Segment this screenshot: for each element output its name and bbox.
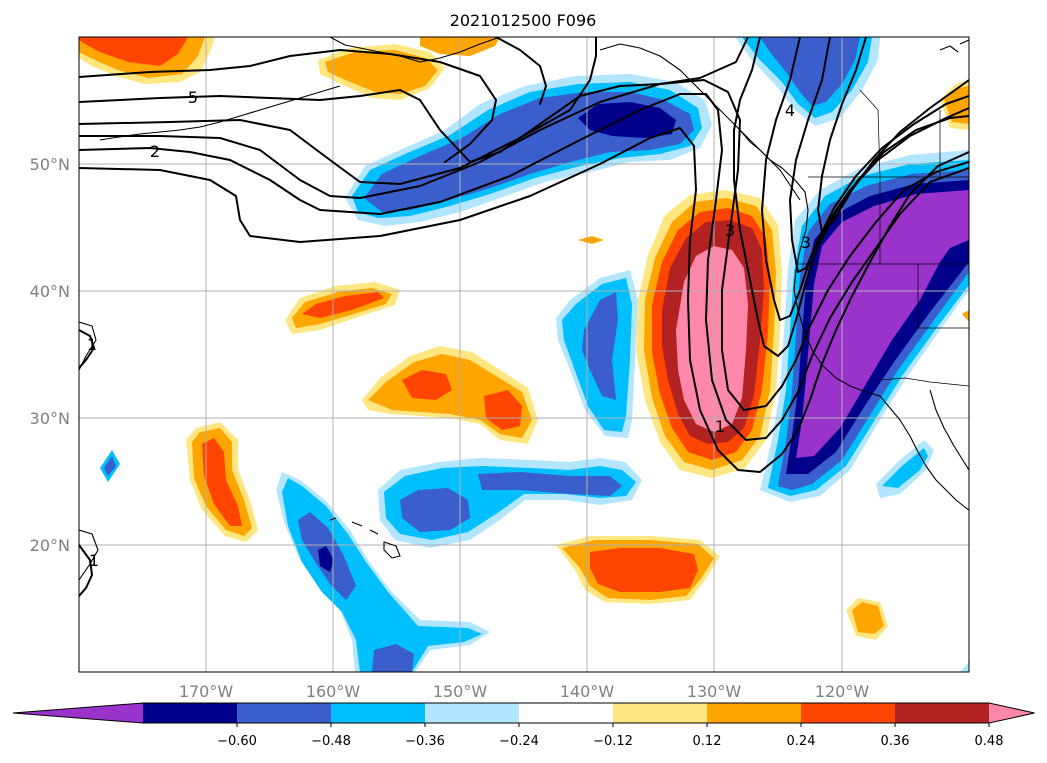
latitude-labels: 20°N 30°N 40°N 50°N [30, 155, 70, 555]
positive-anomaly-nw-corner-max [79, 37, 188, 66]
colorbar-tick-label: −0.60 [217, 734, 257, 749]
negative-anomaly-subtropic-band-strong [400, 488, 470, 532]
coastline-island-sw [79, 321, 97, 371]
coastline-alaska [329, 37, 501, 63]
colorbar-segment [331, 703, 426, 723]
negative-anomaly-small-170w-core [104, 456, 116, 476]
contour-label-3-east: 3 [801, 233, 811, 252]
lon-label-120w: 120°W [815, 682, 870, 701]
contour-line-6 [79, 49, 497, 163]
coastline-gulf-california [929, 389, 969, 471]
lon-label-150w: 150°W [433, 682, 488, 701]
contour-line-3 [79, 79, 969, 411]
contour-label-1-sw-2: 1 [89, 551, 99, 570]
map-plot-area: 5 2 3 1 4 3 1 1 [79, 37, 969, 672]
positive-anomaly-150w-33n-core-2 [484, 390, 522, 430]
positive-anomaly-small-120w-core [852, 602, 884, 634]
coastline-bc-islands [739, 129, 809, 211]
contour-line-12 [79, 544, 93, 597]
colorbar-segment [519, 703, 614, 723]
lon-label-170w: 170°W [179, 682, 234, 701]
colorbar-tick-label: −0.24 [499, 734, 539, 749]
coastline-baja [879, 395, 969, 511]
contour-line-8 [733, 37, 969, 357]
coastline-hawaii [329, 517, 401, 559]
colorbar-segment [801, 703, 896, 723]
colorbar-segment [143, 703, 238, 723]
positive-anomaly-small-ne-corner-core [944, 86, 969, 124]
positive-anomaly-170w-27n-core [202, 438, 242, 526]
longitude-labels: 170°W 160°W 150°W 140°W 130°W 120°W [179, 682, 870, 701]
colorbar-segment [613, 703, 708, 723]
contour-label-3-west: 3 [725, 221, 735, 240]
colorbar-extend-high [989, 703, 1035, 723]
positive-anomaly-160w-40n-max [302, 292, 384, 318]
contour-line-7 [495, 37, 547, 105]
map-title: 2021012500 F096 [450, 11, 597, 30]
lon-label-130w: 130°W [687, 682, 742, 701]
colorbar-tick-label: 0.48 [975, 734, 1004, 749]
coastline-us-west [793, 209, 881, 397]
positive-anomaly-central-core [676, 246, 748, 432]
lat-label-40n: 40°N [30, 282, 70, 301]
colorbar-extend-low [13, 703, 143, 723]
contour-label-5: 5 [188, 88, 198, 107]
colorbar-tick-label: −0.48 [311, 734, 351, 749]
contour-label-2: 2 [150, 142, 160, 161]
colorbar-tick-label: −0.12 [593, 734, 633, 749]
positive-anomaly-alaska-core [325, 50, 438, 94]
colorbar-outline [12, 702, 1035, 724]
colorbar-tick-label: 0.24 [787, 734, 816, 749]
colorbar-tick-label: 0.36 [881, 734, 910, 749]
negative-anomaly-westcoast-core [796, 190, 969, 458]
negative-anomaly-hawaii-column-core [318, 546, 334, 572]
negative-anomaly-hawaii-column-moderate [282, 478, 482, 672]
coastline-ne-small [939, 39, 969, 53]
contour-label-1-sw: 1 [87, 335, 97, 354]
negative-anomaly-subtropic-band-strong-2 [478, 472, 622, 496]
colorbar-segment [895, 703, 990, 723]
contour-lines [79, 37, 969, 597]
negative-anomaly-small-se-corner [960, 662, 969, 672]
contour-line-10 [789, 37, 969, 273]
lat-label-20n: 20°N [30, 536, 70, 555]
positive-anomaly-subtropic-east-core [590, 548, 698, 592]
map-gridlines [79, 37, 969, 672]
contour-label-4: 4 [785, 101, 795, 120]
contour-label-1-east: 1 [715, 417, 725, 436]
contour-line-11 [817, 37, 969, 233]
contour-line-1 [79, 127, 969, 473]
contour-line-9 [761, 37, 969, 321]
negative-anomaly-140w-strong [582, 292, 618, 400]
lon-label-160w: 160°W [306, 682, 361, 701]
contour-label-group: 5 2 3 1 4 3 1 1 [87, 88, 811, 570]
colorbar-tick-label: 0.12 [693, 734, 722, 749]
negative-anomaly-hawaii-column-strong-2 [372, 644, 414, 672]
contour-line-4 [79, 37, 597, 185]
map-frame [78, 36, 970, 673]
border-us-mexico [879, 377, 969, 387]
negative-anomaly-small-baja-core [882, 448, 928, 488]
colorbar-segment [707, 703, 802, 723]
lon-label-140w: 140°W [560, 682, 615, 701]
coastline-island-sw-2 [79, 529, 99, 581]
colorbar-segment [425, 703, 520, 723]
colorbar: −0.60 −0.48 −0.36 −0.24 −0.12 0.12 0.24 0.36 0.4… [12, 702, 1035, 749]
colorbar-segment [237, 703, 332, 723]
negative-anomaly-panhandle-strong [760, 37, 860, 106]
colorbar-tick-label: −0.36 [405, 734, 445, 749]
positive-anomaly-150w-33n-core [402, 370, 452, 400]
positive-anomaly-small-140w [578, 236, 604, 244]
coastline-alaska-gulf [599, 43, 801, 201]
contour-line-5 [79, 37, 749, 163]
positive-anomaly-small-sw-coast [962, 310, 969, 322]
lat-label-30n: 30°N [30, 409, 70, 428]
lat-label-50n: 50°N [30, 155, 70, 174]
contour-line-13 [79, 329, 95, 369]
contour-line-2 [79, 93, 969, 441]
